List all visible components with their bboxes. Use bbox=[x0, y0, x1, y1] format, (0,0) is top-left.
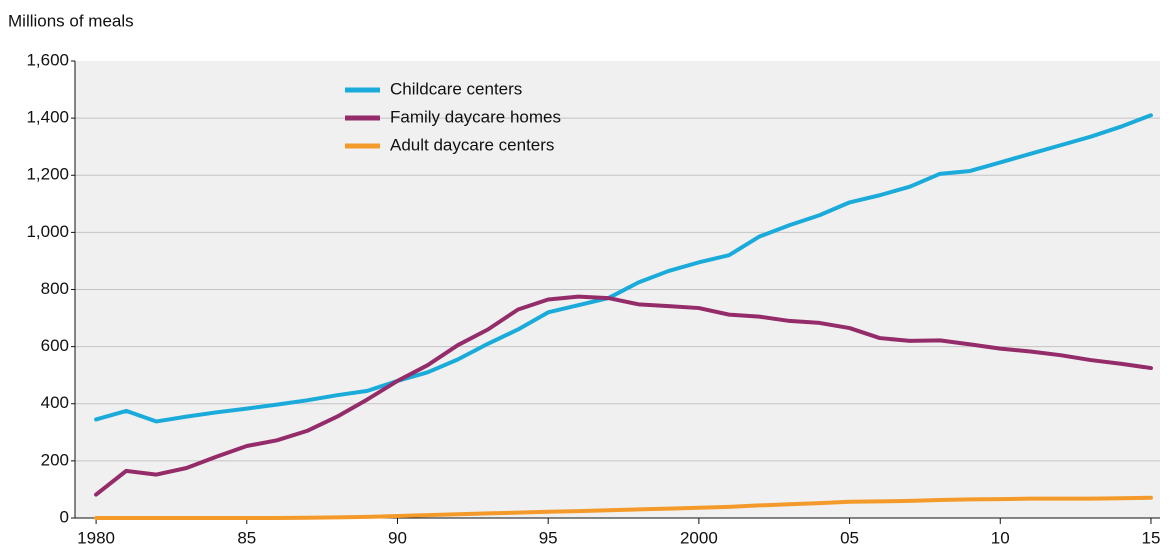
x-tick-label: 90 bbox=[388, 528, 407, 547]
y-tick-label: 800 bbox=[41, 279, 69, 298]
x-tick-label: 15 bbox=[1141, 528, 1160, 547]
x-tick-label: 10 bbox=[991, 528, 1010, 547]
legend-label: Childcare centers bbox=[390, 79, 522, 98]
line-series bbox=[94, 113, 1153, 424]
y-tick-label: 1,400 bbox=[26, 108, 69, 127]
x-tick-label: 95 bbox=[539, 528, 558, 547]
x-tick-label: 05 bbox=[840, 528, 859, 547]
line-series bbox=[94, 495, 1153, 520]
y-tick-label: 600 bbox=[41, 336, 69, 355]
line-series bbox=[94, 294, 1153, 497]
x-tick-label: 1980 bbox=[77, 528, 115, 547]
legend-label: Family daycare homes bbox=[390, 107, 561, 126]
y-tick-label: 1,000 bbox=[26, 222, 69, 241]
y-tick-label: 400 bbox=[41, 393, 69, 412]
x-tick-label: 85 bbox=[237, 528, 256, 547]
x-tick-label: 2000 bbox=[680, 528, 718, 547]
legend-label: Adult daycare centers bbox=[390, 135, 554, 154]
y-tick-label: 1,600 bbox=[26, 50, 69, 69]
y-tick-label: 0 bbox=[60, 507, 69, 526]
y-tick-label: 200 bbox=[41, 450, 69, 469]
y-axis-label: Millions of meals bbox=[8, 11, 134, 30]
y-tick-label: 1,200 bbox=[26, 165, 69, 184]
